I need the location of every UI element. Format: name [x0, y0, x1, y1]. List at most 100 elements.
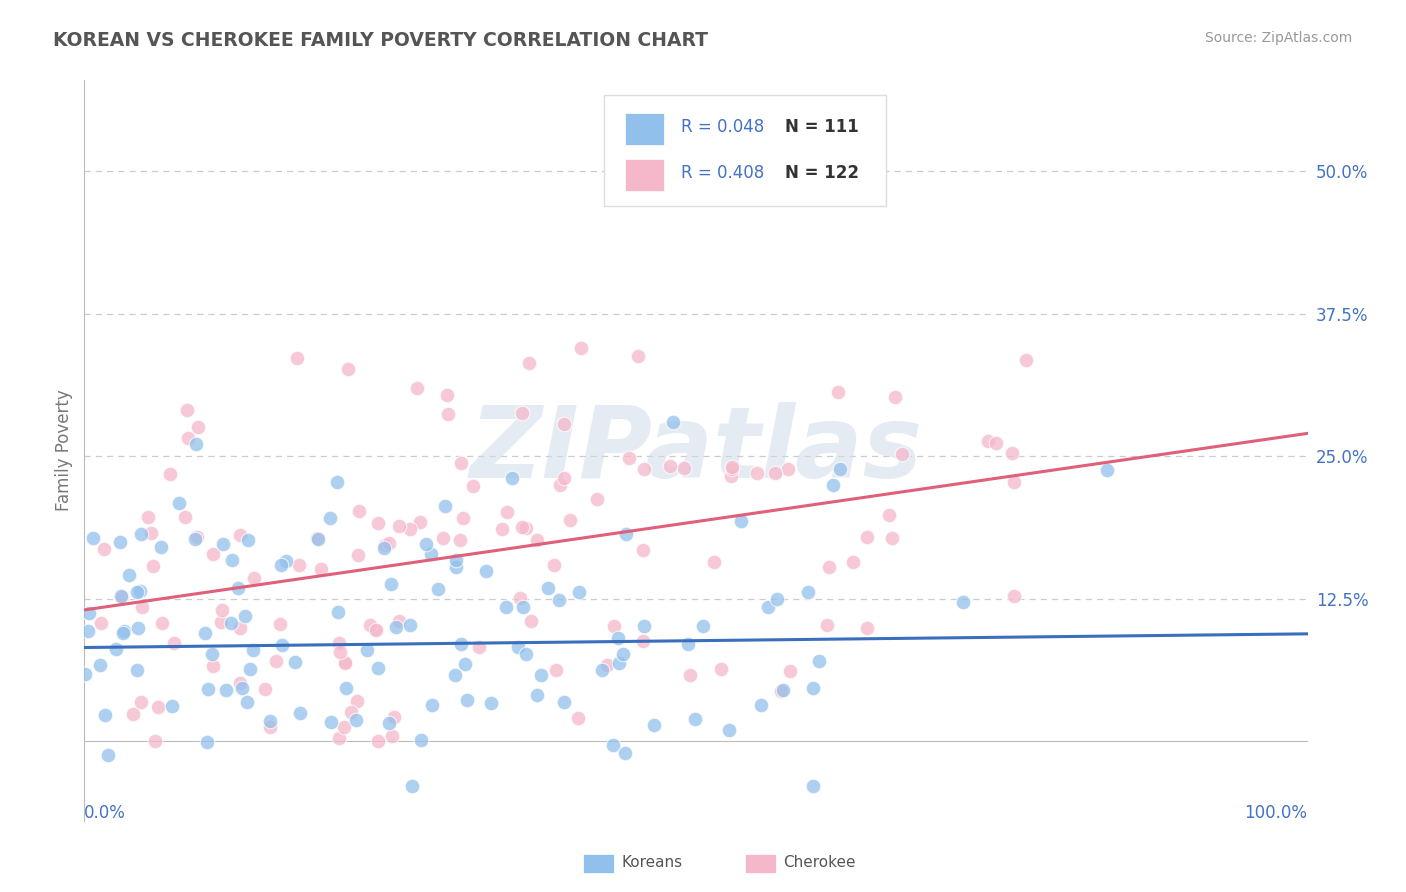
Point	[508, 640, 530, 654]
Point	[454, 657, 477, 672]
Point	[337, 362, 360, 376]
Point	[643, 718, 665, 732]
Point	[149, 540, 172, 554]
Point	[756, 599, 779, 614]
Point	[209, 615, 232, 629]
Point	[703, 555, 725, 569]
Point	[110, 590, 132, 604]
Point	[526, 688, 548, 702]
Text: KOREAN VS CHEROKEE FAMILY POVERTY CORRELATION CHART: KOREAN VS CHEROKEE FAMILY POVERTY CORREL…	[53, 31, 709, 50]
Point	[520, 614, 543, 628]
Point	[112, 624, 135, 638]
Point	[683, 713, 706, 727]
Point	[517, 356, 540, 370]
Point	[231, 681, 253, 696]
Point	[111, 625, 134, 640]
Point	[344, 714, 367, 728]
Point	[730, 515, 752, 529]
Point	[475, 564, 498, 578]
Point	[797, 585, 820, 599]
Point	[614, 527, 637, 541]
Point	[89, 658, 111, 673]
Point	[491, 522, 513, 536]
Point	[146, 700, 169, 714]
Point	[215, 683, 238, 698]
Point	[633, 543, 655, 558]
Point	[510, 520, 533, 534]
Point	[479, 696, 502, 710]
Point	[586, 491, 609, 506]
Point	[526, 533, 548, 547]
Point	[633, 462, 655, 476]
Point	[509, 591, 531, 606]
Point	[801, 780, 824, 794]
Point	[823, 478, 845, 492]
Point	[1001, 445, 1024, 459]
Point	[1002, 475, 1025, 489]
Point	[807, 654, 830, 668]
Point	[1015, 353, 1038, 368]
Point	[1095, 463, 1118, 477]
Point	[449, 533, 471, 548]
Text: N = 111: N = 111	[786, 118, 859, 136]
Point	[672, 461, 695, 475]
Point	[607, 656, 630, 670]
Point	[446, 560, 468, 574]
Point	[612, 647, 634, 661]
Point	[346, 694, 368, 708]
Point	[287, 558, 309, 572]
Text: R = 0.408: R = 0.408	[682, 164, 765, 182]
Point	[212, 537, 235, 551]
Point	[432, 531, 454, 545]
Point	[326, 475, 349, 489]
Point	[769, 684, 792, 698]
Point	[264, 654, 287, 668]
Point	[456, 692, 478, 706]
Point	[176, 431, 198, 445]
Point	[515, 521, 537, 535]
Point	[269, 617, 291, 632]
Point	[856, 621, 879, 635]
Point	[367, 661, 389, 675]
Point	[751, 698, 773, 713]
Point	[830, 462, 852, 476]
Point	[127, 621, 149, 635]
FancyBboxPatch shape	[626, 112, 664, 145]
FancyBboxPatch shape	[626, 159, 664, 191]
Point	[676, 637, 699, 651]
Point	[160, 698, 183, 713]
Point	[977, 434, 1000, 448]
Point	[129, 526, 152, 541]
Point	[233, 608, 256, 623]
Point	[567, 711, 589, 725]
Point	[879, 508, 901, 522]
Point	[659, 458, 682, 473]
Point	[633, 619, 655, 633]
Point	[228, 675, 250, 690]
Point	[406, 381, 429, 395]
Point	[77, 624, 100, 638]
Point	[380, 577, 402, 591]
Point	[82, 532, 104, 546]
Point	[174, 510, 197, 524]
Point	[553, 471, 575, 485]
Point	[366, 623, 388, 637]
FancyBboxPatch shape	[605, 95, 886, 206]
Point	[420, 547, 443, 561]
Point	[399, 522, 422, 536]
Point	[356, 643, 378, 657]
Point	[856, 529, 879, 543]
Text: 0.0%: 0.0%	[84, 804, 127, 822]
Point	[427, 582, 450, 596]
Point	[537, 581, 560, 595]
Point	[717, 723, 740, 738]
Point	[436, 388, 458, 402]
Point	[335, 681, 357, 695]
Point	[468, 640, 491, 654]
Point	[388, 614, 411, 628]
Point	[444, 668, 467, 682]
Point	[111, 590, 134, 604]
Text: Cherokee: Cherokee	[783, 855, 856, 870]
Point	[721, 459, 744, 474]
Point	[326, 605, 349, 619]
